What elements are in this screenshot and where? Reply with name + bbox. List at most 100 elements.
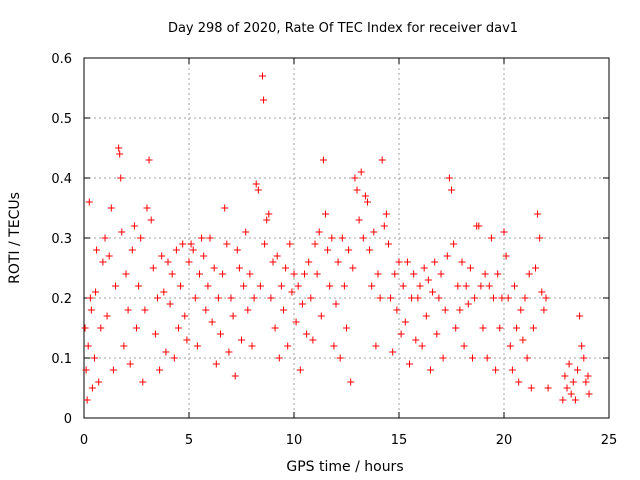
data-point — [418, 342, 426, 350]
data-point — [214, 294, 222, 302]
data-point — [563, 384, 571, 392]
data-point — [370, 228, 378, 236]
data-point — [412, 336, 420, 344]
data-point — [569, 378, 577, 386]
data-point — [536, 234, 544, 242]
data-point — [475, 222, 483, 230]
data-point — [544, 384, 552, 392]
data-point — [271, 324, 279, 332]
data-point — [448, 186, 455, 194]
data-point — [225, 348, 233, 356]
data-point — [87, 306, 95, 314]
data-point — [527, 384, 535, 392]
data-point — [431, 258, 439, 266]
data-point — [170, 354, 178, 362]
data-point — [479, 324, 487, 332]
data-point — [290, 270, 298, 278]
data-point — [292, 318, 300, 326]
data-point — [416, 282, 424, 290]
data-point — [202, 306, 210, 314]
data-point — [305, 258, 313, 266]
data-point — [147, 216, 155, 224]
data-point — [217, 330, 224, 338]
data-point — [309, 336, 317, 344]
data-point — [340, 282, 348, 290]
data-point — [441, 306, 449, 314]
data-point — [82, 366, 90, 374]
data-point — [189, 246, 197, 254]
data-point — [378, 156, 386, 164]
data-point — [359, 234, 367, 242]
data-point — [523, 354, 531, 362]
data-point — [490, 294, 497, 302]
data-point — [206, 234, 214, 242]
data-point — [399, 282, 407, 290]
data-point — [301, 270, 308, 278]
y-tick-label: 0.3 — [51, 232, 72, 247]
data-point — [580, 354, 588, 362]
data-point — [101, 234, 109, 242]
data-point — [445, 174, 453, 182]
data-point — [198, 234, 206, 242]
data-point — [212, 360, 220, 368]
data-point — [584, 372, 592, 380]
data-point — [303, 330, 311, 338]
data-point — [330, 342, 338, 350]
data-point — [126, 360, 134, 368]
data-point — [254, 186, 262, 194]
data-point — [117, 174, 125, 182]
data-point — [267, 294, 275, 302]
grid-lines — [84, 58, 609, 418]
data-point — [227, 294, 235, 302]
data-point — [103, 312, 111, 320]
data-point — [151, 330, 159, 338]
data-point — [519, 336, 527, 344]
data-point — [496, 324, 504, 332]
x-axis-label: GPS time / hours — [286, 459, 403, 475]
data-point — [99, 258, 107, 266]
data-point — [95, 378, 103, 386]
data-point — [443, 252, 451, 260]
data-point — [485, 282, 493, 290]
data-point — [332, 300, 340, 308]
data-point — [116, 150, 124, 158]
data-point — [242, 228, 250, 236]
data-point — [86, 294, 94, 302]
data-point — [139, 378, 147, 386]
data-point — [406, 360, 413, 368]
data-point — [269, 258, 277, 266]
data-point — [204, 282, 212, 290]
data-point — [322, 210, 329, 218]
data-point — [578, 342, 586, 350]
data-point — [97, 324, 105, 332]
y-axis-label: ROTI / TECUs — [7, 192, 23, 284]
x-tick-label: 10 — [286, 433, 303, 448]
y-tick-label: 0.4 — [51, 172, 72, 187]
x-tick-label: 15 — [391, 433, 408, 448]
data-point — [529, 324, 537, 332]
data-point — [351, 174, 359, 182]
data-point — [162, 348, 170, 356]
data-point — [280, 306, 287, 314]
data-point — [343, 324, 350, 332]
data-point — [83, 396, 91, 404]
data-point — [401, 318, 409, 326]
data-point — [460, 342, 468, 350]
data-point — [221, 204, 229, 212]
data-point — [141, 306, 149, 314]
data-point — [462, 282, 470, 290]
data-point — [200, 252, 208, 260]
data-point — [137, 234, 145, 242]
data-point — [540, 306, 548, 314]
data-point — [469, 354, 476, 362]
data-point — [307, 294, 315, 302]
data-point — [483, 354, 491, 362]
data-point — [513, 324, 521, 332]
data-point — [366, 246, 374, 254]
x-tick-label: 5 — [185, 433, 193, 448]
data-point — [454, 282, 462, 290]
data-point — [355, 216, 363, 224]
data-point — [172, 246, 180, 254]
data-point — [439, 354, 447, 362]
